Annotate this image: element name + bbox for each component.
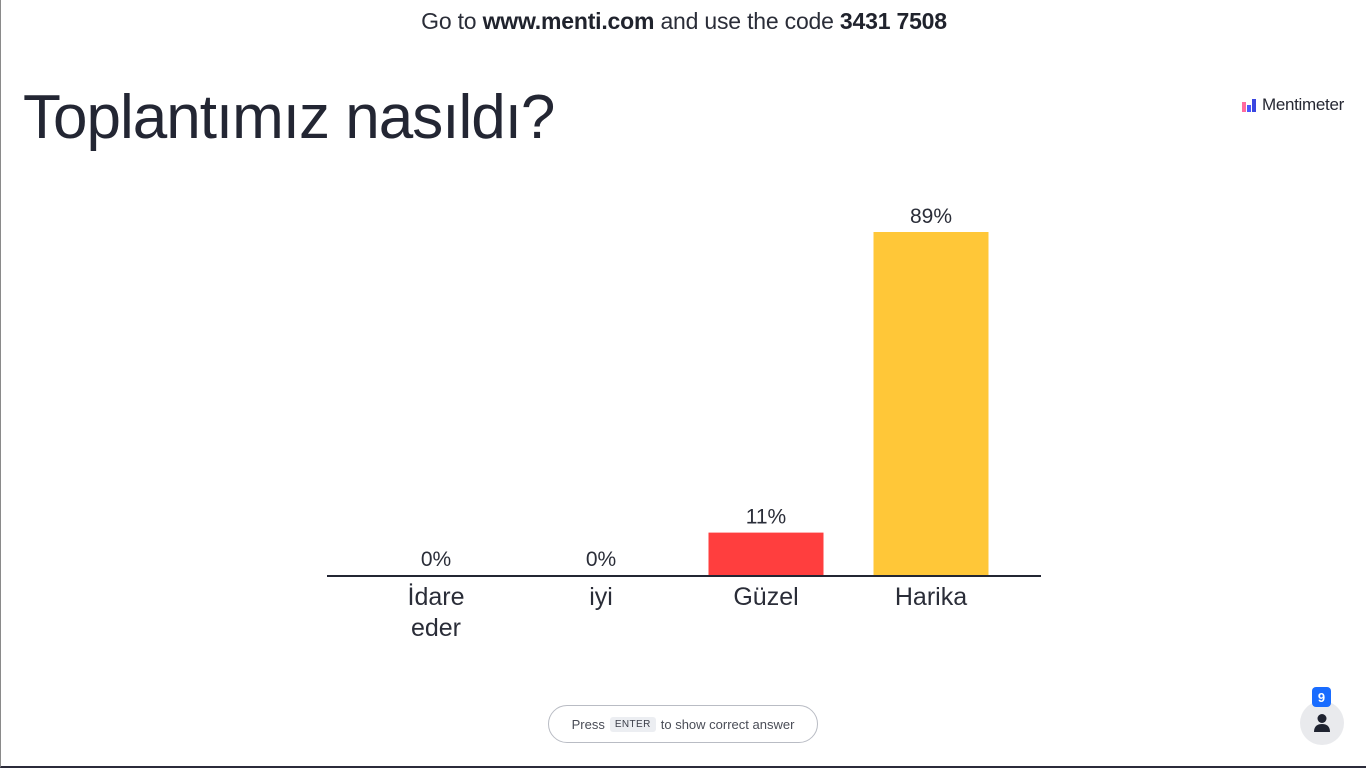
show-answer-hint[interactable]: Press ENTER to show correct answer bbox=[548, 705, 818, 743]
category-label-0-0: İdare bbox=[408, 582, 465, 611]
bar-3 bbox=[873, 232, 989, 575]
category-label-3-0: Harika bbox=[895, 583, 967, 611]
join-instructions: Go to www.menti.com and use the code 343… bbox=[1, 8, 1366, 35]
person-icon bbox=[1314, 714, 1330, 732]
hint-press: Press bbox=[571, 716, 605, 732]
hint-rest: to show correct answer bbox=[660, 716, 795, 732]
value-label-1: 0% bbox=[586, 548, 616, 571]
category-label-2-0: Güzel bbox=[733, 583, 798, 611]
join-middle: and use the code bbox=[660, 8, 834, 34]
value-label-0: 0% bbox=[421, 548, 451, 571]
brand-name: Mentimeter bbox=[1261, 95, 1344, 114]
participants-button[interactable] bbox=[1300, 701, 1344, 745]
mentimeter-logo-icon bbox=[1241, 99, 1256, 112]
value-label-3: 89% bbox=[910, 205, 952, 228]
join-url[interactable]: www.menti.com bbox=[482, 8, 655, 34]
bar-2 bbox=[708, 532, 824, 575]
participant-count-badge: 9 bbox=[1312, 687, 1331, 707]
join-code: 3431 7508 bbox=[839, 8, 947, 34]
value-label-2: 11% bbox=[746, 506, 786, 529]
question-title: Toplantımız nasıldı? bbox=[23, 83, 555, 152]
category-label-1-0: iyi bbox=[589, 583, 613, 611]
category-label-0-1: eder bbox=[411, 614, 461, 642]
mentimeter-logo: Mentimeter bbox=[1241, 95, 1344, 115]
join-prefix: Go to bbox=[421, 8, 477, 34]
enter-key-badge: ENTER bbox=[609, 716, 656, 732]
